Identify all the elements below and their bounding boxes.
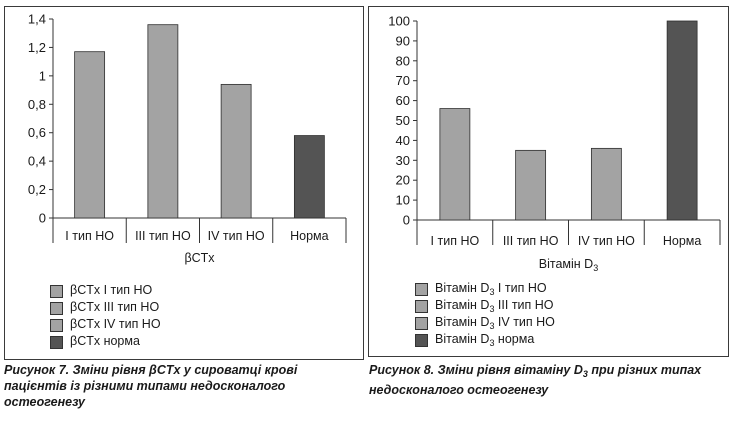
bctx-bar-chart: 0 0,2 0,4 0,6 0,8 1 1,2 1,4 І тип НО ІІІ тип НО IV… [28,12,347,265]
x-category-label: Норма [663,234,702,248]
legend-swatch [415,334,428,347]
bar [293,135,325,219]
legend-label: Вітамін D3 IV тип НО [435,315,555,331]
y-tick-label: 20 [396,173,410,188]
vitamin-d3-bar-chart: 0 10 20 30 40 50 60 70 80 90 100 І тип НО ІІІ тип НО… [388,14,721,273]
legend-swatch [50,336,63,349]
figure-8-panel: 0 10 20 30 40 50 60 70 80 90 100 І тип НО ІІІ тип НО… [368,6,729,357]
y-tick-label: 70 [396,73,410,88]
y-tick-label: 90 [396,33,410,48]
y-tick-label: 30 [396,153,410,168]
bar [590,147,622,221]
figure-8-caption: Рисунок 8. Зміни рівня вітаміну D3 при р… [369,363,702,397]
y-tick-label: 0,2 [28,182,46,197]
bar [74,51,106,219]
x-category-label: IV тип НО [208,229,265,243]
figure-7-caption: Рисунок 7. Зміни рівня βCTx у сироватці … [4,363,298,409]
legend-label: Вітамін D3 ІІІ тип НО [435,298,554,314]
legend-swatch [50,285,63,298]
y-tick-label: 40 [396,133,410,148]
legend-label: βCTx IV тип НО [70,317,161,331]
y-tick-label: 10 [396,193,410,208]
legend-label: βCTx норма [70,334,140,348]
y-tick-label: 0,4 [28,154,46,169]
legend-label: βCTx III тип НО [70,300,160,314]
y-tick-label: 80 [396,53,410,68]
bar [515,149,547,221]
bar [220,83,252,219]
bctx-legend: βCTx I тип НО βCTx III тип НО βCTx IV ти… [50,283,350,353]
x-category-label: Норма [290,229,329,243]
x-category-label: IV тип НО [578,234,635,248]
y-tick-label: 1 [39,68,46,83]
x-category-label: І тип НО [431,234,480,248]
y-tick-label: 50 [396,113,410,128]
y-tick-label: 60 [396,93,410,108]
figure-7-panel: 0 0,2 0,4 0,6 0,8 1 1,2 1,4 І тип НО ІІІ тип НО IV… [4,6,364,360]
bar [666,20,698,221]
legend-swatch [50,319,63,332]
legend-swatch [415,283,428,296]
y-tick-label: 0,8 [28,97,46,112]
vitamin-d3-legend: Вітамін D3 І тип НО Вітамін D3 ІІІ тип Н… [415,281,715,351]
legend-label: Вітамін D3 І тип НО [435,281,547,297]
legend-swatch [415,317,428,330]
legend-label: Вітамін D3 норма [435,332,535,348]
y-tick-label: 1,4 [28,12,46,27]
x-category-label: ІІІ тип НО [503,234,559,248]
bar [147,24,179,219]
bar [439,108,471,221]
x-axis-title: βCTx [184,251,215,265]
y-tick-label: 0 [39,211,46,226]
y-tick-label: 100 [388,14,410,29]
legend-swatch [50,302,63,315]
legend-swatch [415,300,428,313]
legend-label: βCTx I тип НО [70,283,153,297]
y-tick-label: 0 [403,213,410,228]
x-category-label: І тип НО [65,229,114,243]
y-tick-label: 1,2 [28,40,46,55]
y-tick-label: 0,6 [28,125,46,140]
x-category-label: ІІІ тип НО [135,229,191,243]
x-axis-title: Вітамін D3 [539,257,598,273]
